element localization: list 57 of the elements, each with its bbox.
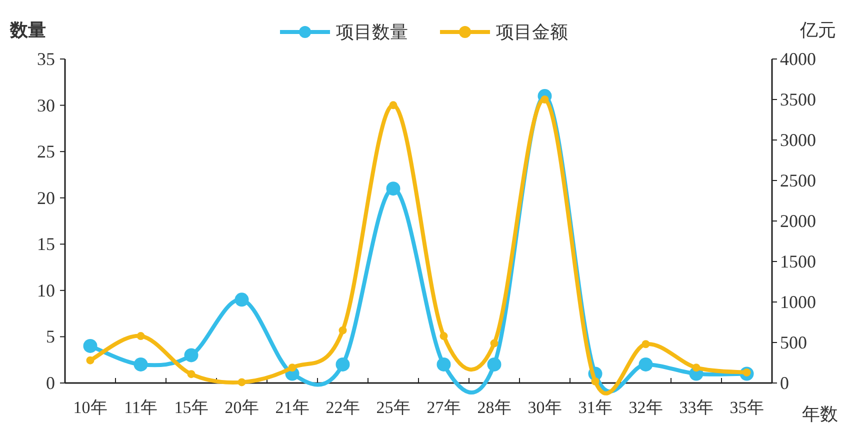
y2-tick-label: 2000: [780, 211, 816, 231]
point: [642, 340, 650, 348]
y-tick-label: 5: [46, 326, 55, 347]
y-tick-label: 20: [37, 188, 55, 208]
point: [490, 339, 498, 348]
y-tick-label: 25: [37, 142, 55, 162]
y2-tick-label: 4000: [780, 49, 816, 69]
x-tick-label: 25年: [376, 398, 410, 417]
point: [389, 101, 398, 110]
x-axis-title: 年数: [802, 404, 838, 424]
x-tick-label: 20年: [224, 398, 259, 417]
y-tick-label: 30: [37, 95, 55, 116]
x-tick-label: 15年: [174, 398, 208, 417]
x-tick-label: 35年: [730, 398, 764, 417]
y2-tick-label: 2500: [780, 170, 816, 190]
x-tick-label: 31年: [578, 398, 612, 417]
y2-tick-label: 500: [780, 332, 807, 352]
point: [638, 357, 653, 372]
y2-tick-label: 1500: [780, 252, 816, 272]
point: [136, 332, 145, 340]
point: [86, 356, 94, 364]
point: [83, 338, 98, 353]
point: [187, 370, 196, 378]
point: [234, 292, 249, 307]
x-tick-label: 11年: [124, 398, 158, 417]
point: [336, 357, 350, 372]
point: [487, 357, 502, 372]
x-tick-label: 22年: [326, 398, 360, 417]
point: [386, 182, 400, 196]
point: [436, 357, 451, 372]
y-axis-title: 数量: [9, 20, 46, 40]
x-tick-label: 30年: [528, 398, 562, 417]
point: [134, 357, 148, 372]
point: [288, 364, 296, 372]
x-tick-label: 10年: [73, 398, 108, 417]
y2-tick-label: 1000: [780, 292, 816, 312]
y2-tick-label: 0: [780, 373, 789, 393]
y2-tick-label: 3500: [780, 90, 816, 110]
point: [338, 326, 347, 334]
x-tick-label: 27年: [426, 398, 461, 417]
y2-tick-label: 3000: [780, 130, 816, 150]
legend-label: 项目数量: [336, 22, 408, 42]
y-tick-label: 35: [37, 49, 55, 69]
x-tick-label: 28年: [477, 398, 512, 417]
y-tick-label: 0: [46, 373, 55, 393]
x-tick-label: 33年: [679, 398, 714, 417]
point: [238, 378, 246, 386]
y2-axis-title: 亿元: [799, 20, 836, 40]
x-tick-label: 32年: [628, 398, 663, 417]
x-tick-label: 21年: [275, 398, 310, 417]
y-tick-label: 15: [37, 234, 55, 254]
y-tick-label: 10: [37, 280, 55, 300]
point: [440, 332, 448, 340]
point: [692, 364, 700, 372]
legend-label: 项目金额: [496, 22, 568, 42]
point: [184, 348, 198, 362]
point: [591, 377, 600, 386]
